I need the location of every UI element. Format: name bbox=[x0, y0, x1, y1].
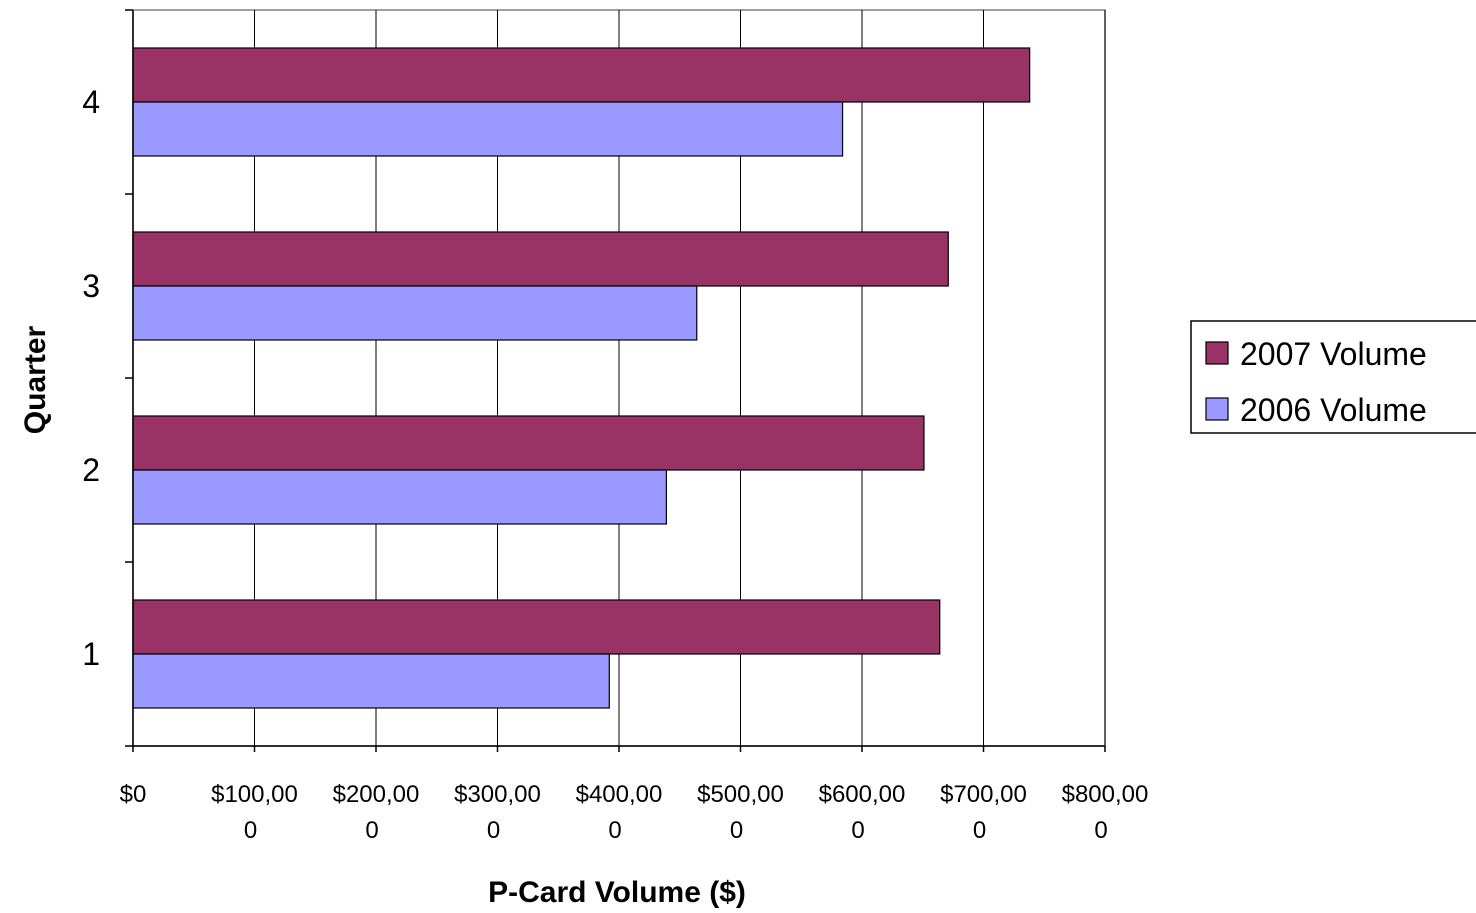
y-category-label: 2 bbox=[82, 452, 100, 488]
legend-label-2006: 2006 Volume bbox=[1240, 392, 1427, 428]
bar-2007-q1 bbox=[132, 599, 941, 655]
legend-label-2007: 2007 Volume bbox=[1240, 336, 1427, 372]
bar-2007-q2 bbox=[132, 415, 925, 471]
bar-2006-q4 bbox=[132, 101, 844, 157]
x-axis-title: P-Card Volume ($) bbox=[488, 876, 746, 909]
y-axis-title: Quarter bbox=[19, 325, 52, 434]
x-tick-label-cont: 0 bbox=[365, 817, 378, 844]
x-tick-label: $0 bbox=[120, 781, 147, 808]
bars bbox=[132, 47, 1031, 709]
y-ticks: 1 2 3 4 bbox=[82, 9, 133, 747]
x-tick-label: $400,00 bbox=[576, 781, 663, 808]
bar-2007-q3 bbox=[132, 231, 949, 287]
x-tick-label-cont: 0 bbox=[244, 817, 257, 844]
y-category-label: 4 bbox=[82, 84, 100, 120]
legend-swatch-2006 bbox=[1205, 397, 1229, 421]
x-ticks: $0 $100,00 0 $200,00 0 $300,00 0 $400,00 0 $500,0… bbox=[120, 746, 1149, 844]
bar-2006-q3 bbox=[132, 285, 698, 341]
x-tick-label: $500,00 bbox=[697, 781, 784, 808]
y-category-label: 1 bbox=[82, 636, 100, 672]
legend-swatch-2007 bbox=[1205, 341, 1229, 365]
x-tick-label-cont: 0 bbox=[487, 817, 500, 844]
x-tick-label-cont: 0 bbox=[851, 817, 864, 844]
legend-box bbox=[1190, 320, 1476, 434]
x-tick-label: $200,00 bbox=[333, 781, 420, 808]
y-category-label: 3 bbox=[82, 268, 100, 304]
x-tick-label: $800,00 bbox=[1062, 781, 1149, 808]
bar-2007-q4 bbox=[132, 47, 1031, 103]
x-tick-label: $700,00 bbox=[940, 781, 1027, 808]
x-tick-label: $100,00 bbox=[211, 781, 298, 808]
bar-2006-q1 bbox=[132, 653, 610, 709]
x-tick-label-cont: 0 bbox=[1094, 817, 1107, 844]
legend: 2007 Volume 2006 Volume bbox=[1190, 320, 1476, 434]
x-tick-label: $300,00 bbox=[454, 781, 541, 808]
x-tick-label-cont: 0 bbox=[973, 817, 986, 844]
x-tick-label: $600,00 bbox=[819, 781, 906, 808]
bar-2006-q2 bbox=[132, 469, 667, 525]
x-tick-label-cont: 0 bbox=[730, 817, 743, 844]
x-tick-label-cont: 0 bbox=[608, 817, 621, 844]
